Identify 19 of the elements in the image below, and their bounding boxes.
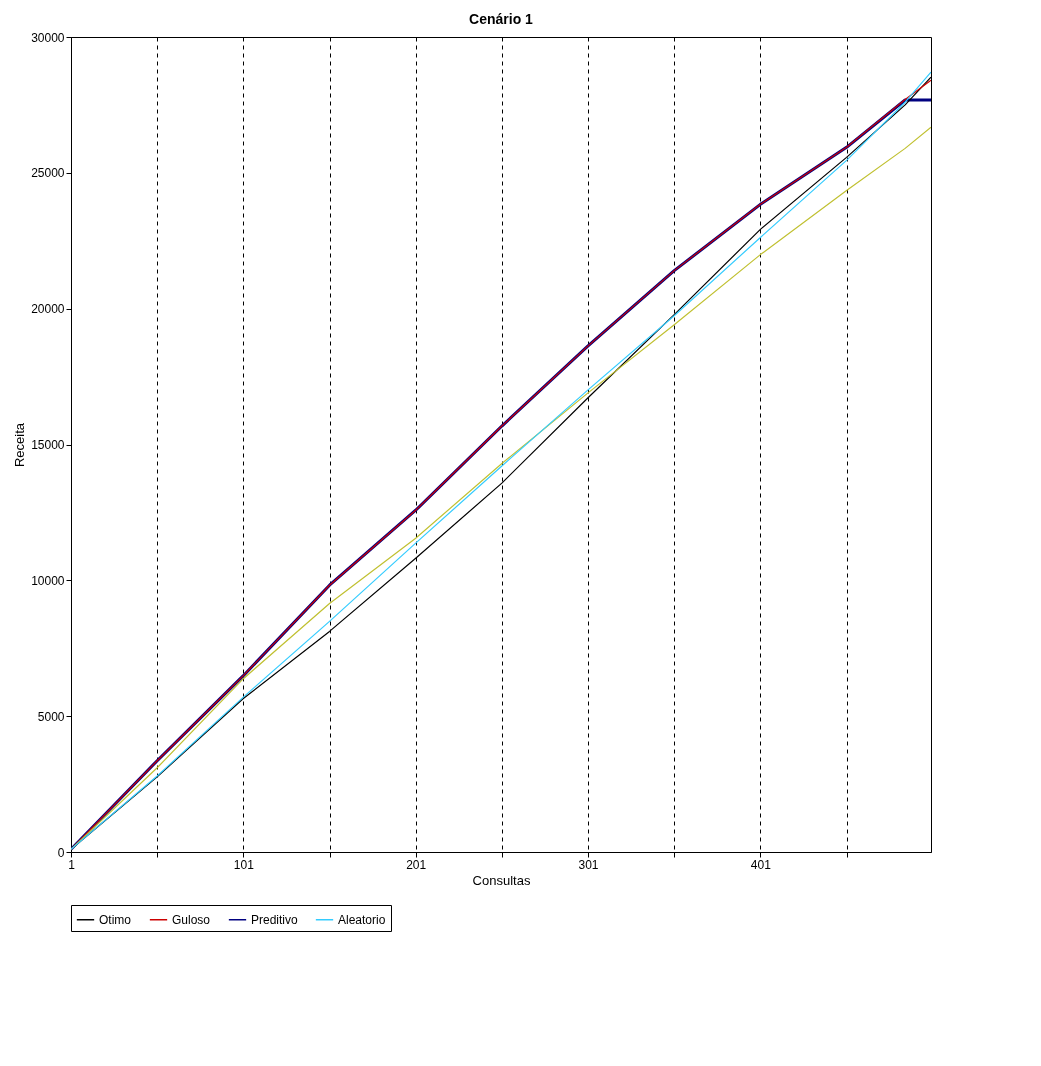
y-tick-label: 10000 bbox=[31, 573, 65, 588]
legend-label: Aleatorio bbox=[338, 912, 386, 927]
y-tick-label: 5000 bbox=[37, 709, 65, 724]
x-tick-label: 301 bbox=[578, 857, 599, 872]
legend-label: Otimo bbox=[99, 912, 132, 927]
y-tick-label: 15000 bbox=[31, 438, 65, 452]
x-axis-title: Consultas bbox=[472, 872, 531, 888]
y-tick-label: 25000 bbox=[31, 166, 65, 181]
x-tick-label: 401 bbox=[750, 857, 772, 872]
x-tick-label: 1 bbox=[68, 857, 76, 872]
chart-title: Cenário 1 bbox=[469, 11, 534, 27]
y-axis-title: Receita bbox=[12, 422, 28, 468]
y-tick-label: 30000 bbox=[31, 30, 65, 45]
legend-label: Guloso bbox=[172, 912, 211, 927]
legend-label: Preditivo bbox=[251, 912, 299, 927]
x-tick-label: 101 bbox=[233, 857, 255, 872]
y-tick-label: 0 bbox=[57, 845, 65, 860]
y-tick-label: 20000 bbox=[31, 302, 65, 317]
x-tick-label: 201 bbox=[406, 857, 427, 872]
